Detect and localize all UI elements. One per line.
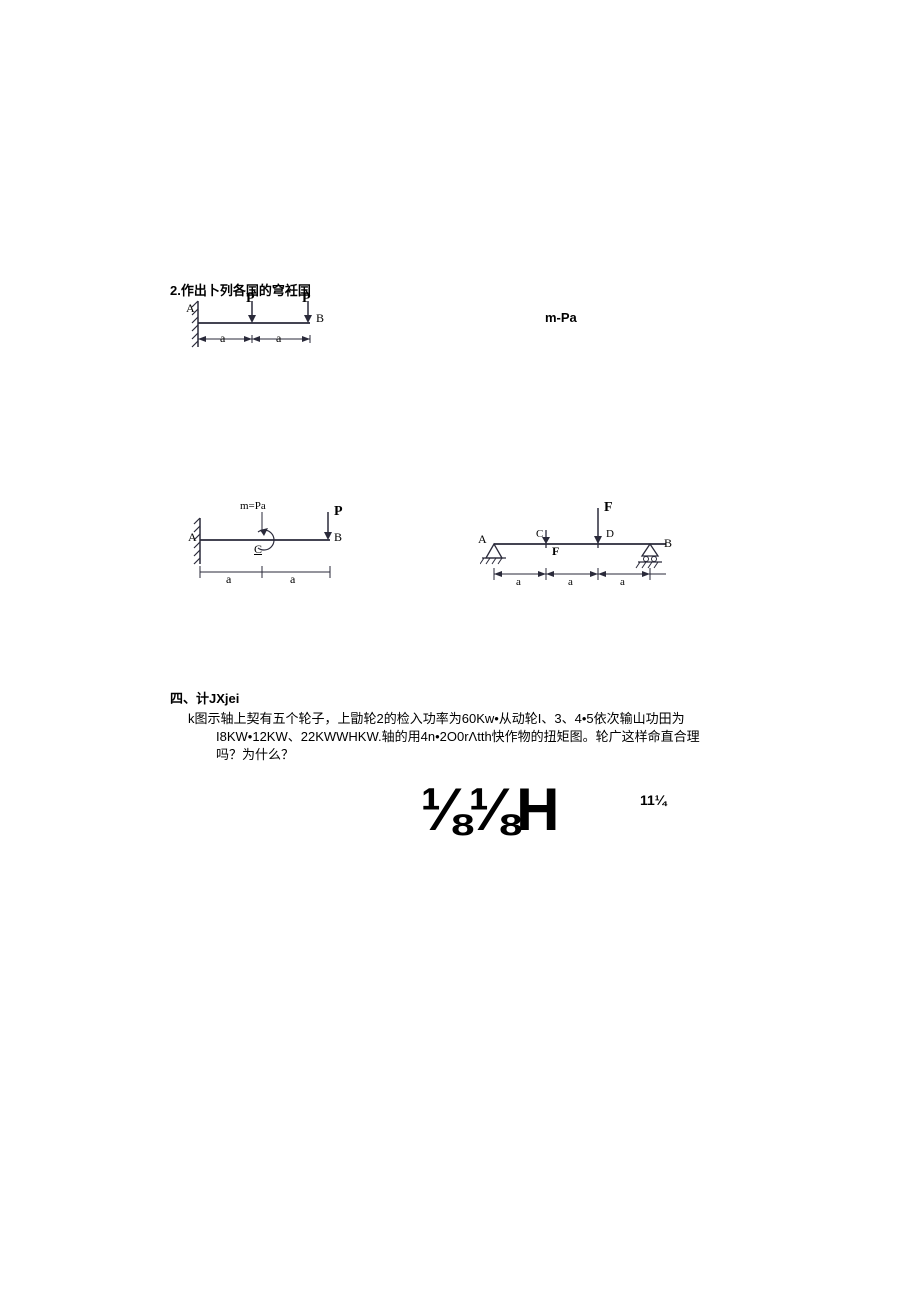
superscript-text: 11¼ [640,792,666,808]
label-a1: a [226,572,231,587]
label-P2: P [302,291,311,307]
label-m: m=Pa [240,500,266,512]
label-P: P [334,504,343,520]
problem-4-line2: I8KW•12KW、22KWWHKW.轴的用4n•2O0rΛtth快作物的扭矩图… [216,726,700,745]
problem-4-heading: 四、计JXjei [170,688,239,707]
label-F1: F [604,500,613,516]
label-F2: F [552,544,559,559]
problem-4-line3: 吗？为什么？ [216,744,294,763]
label-a2: a [568,576,573,588]
label-B: B [664,536,672,551]
big-glyph-text: ⅛⅛H [420,775,557,844]
diagram-cantilever-two-loads: P P A B a a [190,295,330,355]
label-A: A [186,301,195,316]
label-A: A [478,532,487,547]
label-a3: a [620,576,625,588]
label-D: D [606,528,614,540]
label-a1: a [220,331,225,346]
diagram-cantilever-moment-load: m=Pa P A B C a a [190,500,350,590]
label-A: A [188,530,197,545]
label-a2: a [276,331,281,346]
label-a2: a [290,572,295,587]
label-P1: P [246,291,255,307]
label-B: B [316,311,324,326]
label-C: C [254,542,262,557]
diagram-simply-supported: F F A B C D a a a [480,500,680,590]
label-C: C [536,528,543,540]
label-a1: a [516,576,521,588]
problem-4-line1: k图示轴上契有五个轮子，上勖轮2的检入功率为60Kw•从动轮I、3、4•5依次输… [188,708,685,727]
label-B: B [334,530,342,545]
label-m-pa: m-Pa [545,310,577,325]
